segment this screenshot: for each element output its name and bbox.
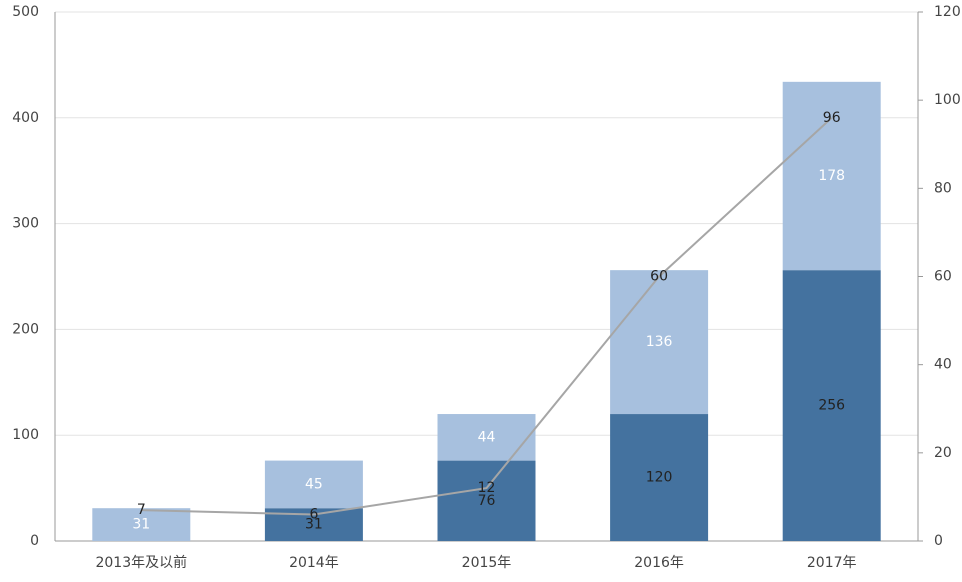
data-label: 256 bbox=[818, 398, 845, 414]
bar bbox=[610, 414, 709, 541]
x-tick-label: 2015年 bbox=[462, 555, 512, 571]
data-label: 76 bbox=[478, 493, 496, 509]
line bbox=[141, 117, 833, 516]
x-tick-label: 2016年 bbox=[634, 555, 684, 571]
x-tick-label: 2017年 bbox=[807, 555, 857, 571]
x-tick-label: 2014年 bbox=[289, 555, 339, 571]
line-label: 7 bbox=[137, 502, 146, 518]
data-label: 136 bbox=[646, 334, 673, 350]
bar bbox=[437, 414, 536, 461]
y2-tick-label: 80 bbox=[934, 180, 952, 196]
y2-tick-label: 20 bbox=[934, 445, 952, 461]
bar bbox=[782, 81, 881, 271]
y2-tick-label: 0 bbox=[934, 533, 943, 549]
line-label: 12 bbox=[478, 480, 496, 496]
y-tick-label: 400 bbox=[12, 110, 39, 126]
bar bbox=[92, 508, 191, 541]
y-tick-label: 0 bbox=[30, 533, 39, 549]
y-tick-label: 500 bbox=[12, 4, 39, 20]
data-label: 44 bbox=[478, 429, 496, 445]
y-tick-label: 100 bbox=[12, 427, 39, 443]
bar bbox=[610, 270, 709, 415]
y2-tick-label: 60 bbox=[934, 269, 952, 285]
line-label: 96 bbox=[823, 110, 841, 126]
data-label: 45 bbox=[305, 476, 323, 492]
y2-tick-label: 120 bbox=[934, 4, 961, 20]
bar bbox=[782, 270, 881, 541]
line-label: 6 bbox=[309, 507, 318, 523]
data-label: 31 bbox=[132, 517, 150, 533]
x-tick-label: 2013年及以前 bbox=[95, 554, 187, 571]
bar bbox=[437, 460, 536, 541]
y2-tick-label: 100 bbox=[934, 92, 961, 108]
data-label: 178 bbox=[818, 168, 845, 184]
y2-tick-label: 40 bbox=[934, 357, 952, 373]
bar bbox=[264, 460, 363, 509]
y-tick-label: 300 bbox=[12, 216, 39, 232]
data-label: 120 bbox=[646, 470, 673, 486]
line-label: 60 bbox=[650, 269, 668, 285]
data-label: 31 bbox=[305, 517, 323, 533]
y-tick-label: 200 bbox=[12, 321, 39, 337]
